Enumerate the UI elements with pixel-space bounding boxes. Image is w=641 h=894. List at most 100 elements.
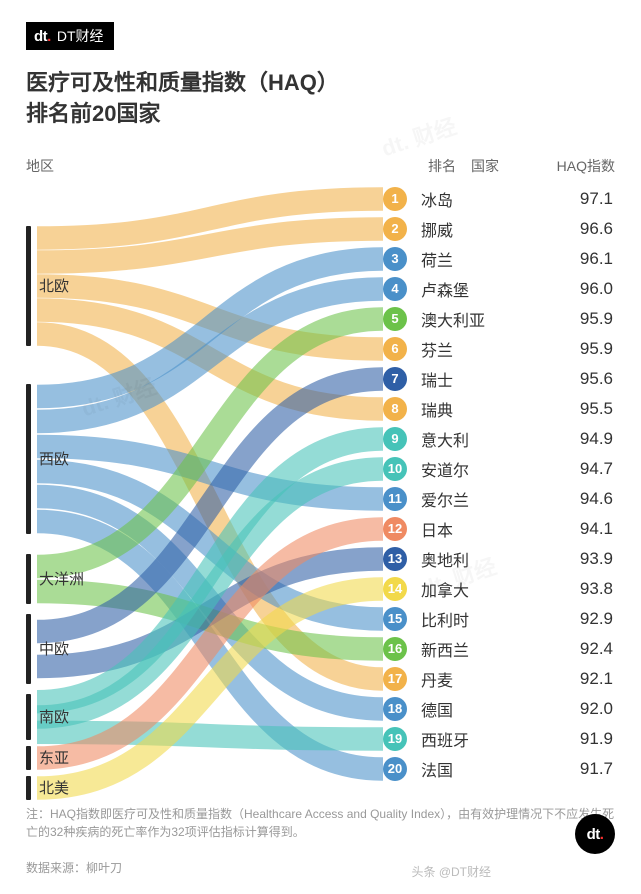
rank-badge: 4 bbox=[383, 277, 407, 301]
brand-label: DT财经 bbox=[57, 26, 104, 46]
region-label: 西欧 bbox=[39, 448, 69, 469]
header-rank: 排名 bbox=[419, 156, 465, 176]
header-country: 国家 bbox=[465, 156, 543, 176]
country-row: 2挪威96.6 bbox=[383, 214, 615, 244]
haq-value: 96.0 bbox=[497, 279, 615, 299]
country-row: 1冰岛97.1 bbox=[383, 184, 615, 214]
title-line-2: 排名前20国家 bbox=[26, 99, 615, 130]
sankey-chart: 北欧西欧大洋洲中欧南欧东亚北美 1冰岛97.12挪威96.63荷兰96.14卢森… bbox=[26, 184, 615, 804]
rank-badge: 17 bbox=[383, 667, 407, 691]
rank-badge: 16 bbox=[383, 637, 407, 661]
country-name: 加拿大 bbox=[407, 577, 497, 601]
haq-value: 94.1 bbox=[497, 519, 615, 539]
region-east_asia: 东亚 bbox=[26, 746, 69, 770]
country-name: 瑞士 bbox=[407, 367, 497, 391]
rank-badge: 7 bbox=[383, 367, 407, 391]
brand-logo-text: dt. bbox=[34, 28, 51, 45]
country-row: 14加拿大93.8 bbox=[383, 574, 615, 604]
country-name: 西班牙 bbox=[407, 727, 497, 751]
region-west_eu: 西欧 bbox=[26, 384, 69, 534]
haq-value: 96.1 bbox=[497, 249, 615, 269]
byline: 头条 @DT财经 bbox=[411, 863, 491, 880]
country-row: 13奥地利93.9 bbox=[383, 544, 615, 574]
haq-value: 94.7 bbox=[497, 459, 615, 479]
country-row: 4卢森堡96.0 bbox=[383, 274, 615, 304]
country-row: 20法国91.7 bbox=[383, 754, 615, 784]
region-bar bbox=[26, 614, 31, 684]
country-name: 瑞典 bbox=[407, 397, 497, 421]
rank-badge: 5 bbox=[383, 307, 407, 331]
country-name: 卢森堡 bbox=[407, 277, 497, 301]
data-source: 数据来源：柳叶刀 bbox=[26, 859, 122, 876]
haq-value: 91.9 bbox=[497, 729, 615, 749]
region-bar bbox=[26, 384, 31, 534]
country-name: 新西兰 bbox=[407, 637, 497, 661]
haq-value: 94.9 bbox=[497, 429, 615, 449]
country-name: 法国 bbox=[407, 757, 497, 781]
rank-badge: 15 bbox=[383, 607, 407, 631]
region-label: 南欧 bbox=[39, 706, 69, 727]
region-bar bbox=[26, 226, 31, 346]
header-haq: HAQ指数 bbox=[543, 156, 615, 176]
rank-badge: 6 bbox=[383, 337, 407, 361]
country-row: 15比利时92.9 bbox=[383, 604, 615, 634]
region-north_am: 北美 bbox=[26, 776, 69, 800]
haq-value: 95.9 bbox=[497, 309, 615, 329]
haq-value: 96.6 bbox=[497, 219, 615, 239]
rank-badge: 3 bbox=[383, 247, 407, 271]
region-cent_eu: 中欧 bbox=[26, 614, 69, 684]
region-oceania: 大洋洲 bbox=[26, 554, 84, 604]
country-name: 冰岛 bbox=[407, 187, 497, 211]
country-name: 爱尔兰 bbox=[407, 487, 497, 511]
country-row: 17丹麦92.1 bbox=[383, 664, 615, 694]
country-name: 奥地利 bbox=[407, 547, 497, 571]
region-label: 北美 bbox=[39, 777, 69, 798]
haq-value: 95.9 bbox=[497, 339, 615, 359]
country-row: 9意大利94.9 bbox=[383, 424, 615, 454]
country-row: 11爱尔兰94.6 bbox=[383, 484, 615, 514]
region-label: 中欧 bbox=[39, 638, 69, 659]
rank-badge: 19 bbox=[383, 727, 407, 751]
country-row: 18德国92.0 bbox=[383, 694, 615, 724]
country-row: 7瑞士95.6 bbox=[383, 364, 615, 394]
haq-value: 97.1 bbox=[497, 189, 615, 209]
country-row: 10安道尔94.7 bbox=[383, 454, 615, 484]
country-name: 日本 bbox=[407, 517, 497, 541]
region-bar bbox=[26, 746, 31, 770]
country-name: 丹麦 bbox=[407, 667, 497, 691]
country-name: 比利时 bbox=[407, 607, 497, 631]
country-name: 芬兰 bbox=[407, 337, 497, 361]
region-south_eu: 南欧 bbox=[26, 694, 69, 740]
haq-value: 92.4 bbox=[497, 639, 615, 659]
column-headers: 地区 排名 国家 HAQ指数 bbox=[26, 156, 615, 176]
brand-badge: dt. DT财经 bbox=[26, 22, 114, 50]
title-line-1: 医疗可及性和质量指数（HAQ） bbox=[26, 68, 615, 99]
haq-value: 95.6 bbox=[497, 369, 615, 389]
haq-value: 93.8 bbox=[497, 579, 615, 599]
rank-badge: 1 bbox=[383, 187, 407, 211]
country-row: 8瑞典95.5 bbox=[383, 394, 615, 424]
rank-badge: 10 bbox=[383, 457, 407, 481]
region-label: 东亚 bbox=[39, 747, 69, 768]
country-row: 5澳大利亚95.9 bbox=[383, 304, 615, 334]
haq-value: 92.0 bbox=[497, 699, 615, 719]
rank-badge: 14 bbox=[383, 577, 407, 601]
rank-badge: 20 bbox=[383, 757, 407, 781]
country-name: 德国 bbox=[407, 697, 497, 721]
haq-value: 92.9 bbox=[497, 609, 615, 629]
country-row: 12日本94.1 bbox=[383, 514, 615, 544]
rank-badge: 8 bbox=[383, 397, 407, 421]
rank-badge: 2 bbox=[383, 217, 407, 241]
region-label: 大洋洲 bbox=[39, 568, 84, 589]
rank-badge: 13 bbox=[383, 547, 407, 571]
country-name: 安道尔 bbox=[407, 457, 497, 481]
country-row: 3荷兰96.1 bbox=[383, 244, 615, 274]
country-row: 6芬兰95.9 bbox=[383, 334, 615, 364]
region-bar bbox=[26, 776, 31, 800]
haq-value: 94.6 bbox=[497, 489, 615, 509]
haq-value: 95.5 bbox=[497, 399, 615, 419]
rank-badge: 18 bbox=[383, 697, 407, 721]
haq-value: 92.1 bbox=[497, 669, 615, 689]
country-name: 意大利 bbox=[407, 427, 497, 451]
country-name: 荷兰 bbox=[407, 247, 497, 271]
